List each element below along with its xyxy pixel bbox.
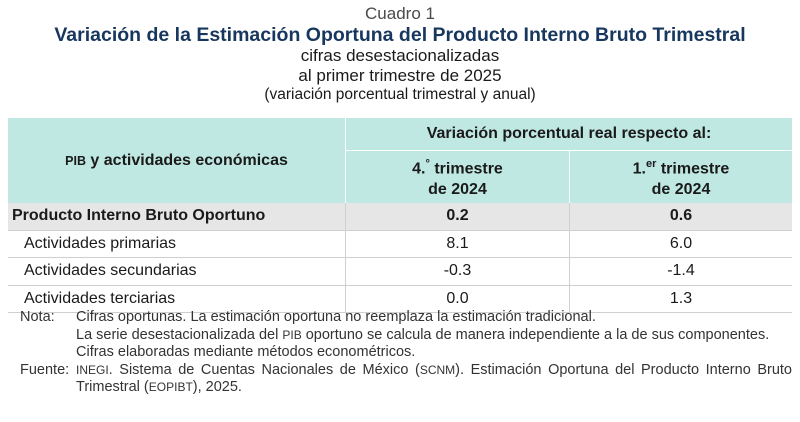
- note-line-1: Cifras oportunas. La estimación oportuna…: [76, 309, 596, 325]
- group-header: Variación porcentual real respecto al:: [345, 118, 792, 151]
- table-row-tertiary: Actividades terciarias 0.0 1.3: [8, 285, 792, 313]
- table-row-primary: Actividades primarias 8.1 6.0: [8, 230, 792, 258]
- notes-section: Nota: Cifras oportunas. La estimación op…: [20, 309, 792, 397]
- subtitle-period: al primer trimestre de 2025: [298, 66, 502, 85]
- table-number: Cuadro 1: [365, 4, 435, 23]
- source-label: Fuente:: [20, 361, 70, 378]
- gdp-table: PIB y actividades económicas Variación p…: [8, 118, 792, 313]
- report-header: Cuadro 1 Variación de la Estimación Opor…: [0, 0, 800, 104]
- concept-header-text: y actividades económicas: [85, 151, 288, 169]
- concept-header-abbr: PIB: [65, 153, 86, 168]
- col-header-annual: 1.er trimestre de 2024: [569, 150, 792, 203]
- subtitle-units: (variación porcentual trimestral y anual…: [264, 86, 536, 103]
- concept-header: PIB y actividades económicas: [8, 118, 346, 203]
- table-row-secondary: Actividades secundarias -0.3 -1.4: [8, 257, 792, 286]
- note-label: Nota:: [20, 309, 55, 325]
- col-header-quarterly: 4.° trimestre de 2024: [345, 150, 570, 203]
- source-text: INEGI. Sistema de Cuentas Nacionales de …: [76, 361, 792, 396]
- subtitle-adjustment: cifras desestacionalizadas: [300, 46, 500, 65]
- report-title: Variación de la Estimación Oportuna del …: [54, 24, 746, 46]
- note-line-3: Cifras elaboradas mediante métodos econo…: [76, 344, 416, 360]
- table-row-gdp: Producto Interno Bruto Oportuno 0.2 0.6: [8, 203, 792, 231]
- note-line-2: La serie desestacionalizada del PIB opor…: [76, 326, 770, 343]
